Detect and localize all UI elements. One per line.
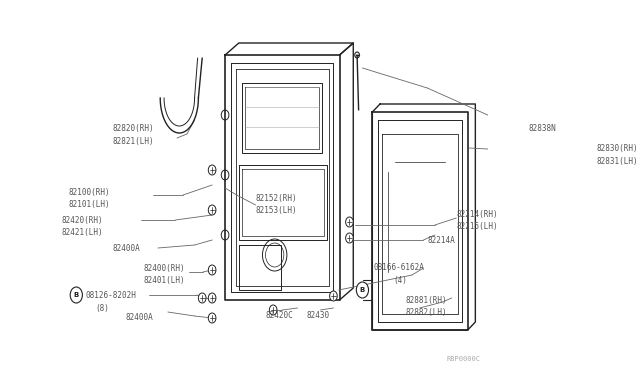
Circle shape — [208, 205, 216, 215]
Text: 82215(LH): 82215(LH) — [456, 221, 498, 231]
Text: 82421(LH): 82421(LH) — [61, 228, 102, 237]
Text: 82153(LH): 82153(LH) — [255, 205, 297, 215]
Text: 82420C: 82420C — [266, 311, 293, 320]
Text: 82881(RH): 82881(RH) — [406, 295, 447, 305]
Text: B: B — [74, 292, 79, 298]
Text: 08126-8202H: 08126-8202H — [86, 291, 136, 299]
Text: 82400A: 82400A — [113, 244, 141, 253]
Text: (4): (4) — [393, 276, 407, 285]
Circle shape — [346, 233, 353, 243]
Text: 82420(RH): 82420(RH) — [61, 215, 102, 224]
Text: 82101(LH): 82101(LH) — [68, 199, 110, 208]
Text: 82838N: 82838N — [528, 124, 556, 132]
Text: 82401(LH): 82401(LH) — [143, 276, 185, 285]
Circle shape — [208, 165, 216, 175]
Circle shape — [269, 305, 277, 315]
Text: 82214(RH): 82214(RH) — [456, 209, 498, 218]
Text: B: B — [360, 287, 365, 293]
Circle shape — [208, 313, 216, 323]
Text: 82430: 82430 — [307, 311, 330, 320]
Circle shape — [330, 291, 337, 301]
Circle shape — [346, 217, 353, 227]
Text: 82821(LH): 82821(LH) — [113, 137, 154, 145]
Text: 82214A: 82214A — [428, 235, 455, 244]
Text: 82882(LH): 82882(LH) — [406, 308, 447, 317]
Circle shape — [208, 265, 216, 275]
Text: 82400(RH): 82400(RH) — [143, 263, 185, 273]
Text: 82830(RH): 82830(RH) — [596, 144, 638, 153]
Circle shape — [70, 287, 83, 303]
Circle shape — [356, 282, 369, 298]
Text: 82152(RH): 82152(RH) — [255, 193, 297, 202]
Text: (8): (8) — [95, 304, 109, 312]
Text: 82100(RH): 82100(RH) — [68, 187, 110, 196]
Text: 82820(RH): 82820(RH) — [113, 124, 154, 132]
Circle shape — [208, 293, 216, 303]
Circle shape — [198, 293, 206, 303]
Text: R8P0000C: R8P0000C — [447, 356, 481, 362]
Text: 82400A: 82400A — [126, 314, 154, 323]
Text: 08166-6162A: 08166-6162A — [374, 263, 425, 273]
Text: 82831(LH): 82831(LH) — [596, 157, 638, 166]
